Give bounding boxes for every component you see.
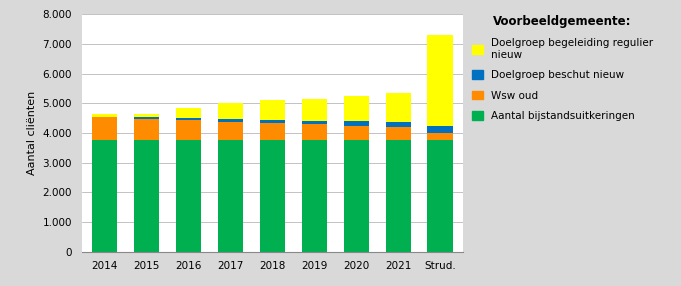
Bar (428, 35, 453, 126)
Bar (134, 119, 159, 140)
Bar (218, 119, 243, 122)
Bar (428, 133, 453, 140)
Bar (92, 114, 117, 117)
Bar (344, 96, 369, 121)
Bar (92, 117, 117, 140)
Bar (385, 127, 411, 140)
Bar (385, 140, 411, 252)
Bar (218, 140, 243, 252)
Bar (92, 140, 117, 252)
Bar (134, 140, 159, 252)
Bar (176, 108, 201, 118)
Bar (302, 99, 327, 120)
Bar (134, 114, 159, 117)
Bar (218, 122, 243, 140)
Bar (218, 103, 243, 119)
Bar (176, 120, 201, 140)
Bar (302, 124, 327, 140)
Bar (428, 140, 453, 252)
Bar (176, 140, 201, 252)
Bar (260, 123, 285, 140)
Bar (428, 126, 453, 133)
Bar (344, 121, 369, 126)
Bar (344, 126, 369, 140)
Y-axis label: Aantal cliënten: Aantal cliënten (27, 91, 37, 175)
Bar (385, 122, 411, 127)
Bar (385, 93, 411, 122)
Bar (134, 117, 159, 119)
Bar (344, 140, 369, 252)
Bar (260, 120, 285, 123)
Bar (302, 120, 327, 124)
Bar (260, 100, 285, 120)
Bar (176, 118, 201, 120)
Bar (302, 140, 327, 252)
Legend: Doelgroep begeleiding regulier
nieuw, Doelgroep beschut nieuw, Wsw oud, Aantal b: Doelgroep begeleiding regulier nieuw, Do… (472, 15, 653, 121)
Bar (260, 140, 285, 252)
